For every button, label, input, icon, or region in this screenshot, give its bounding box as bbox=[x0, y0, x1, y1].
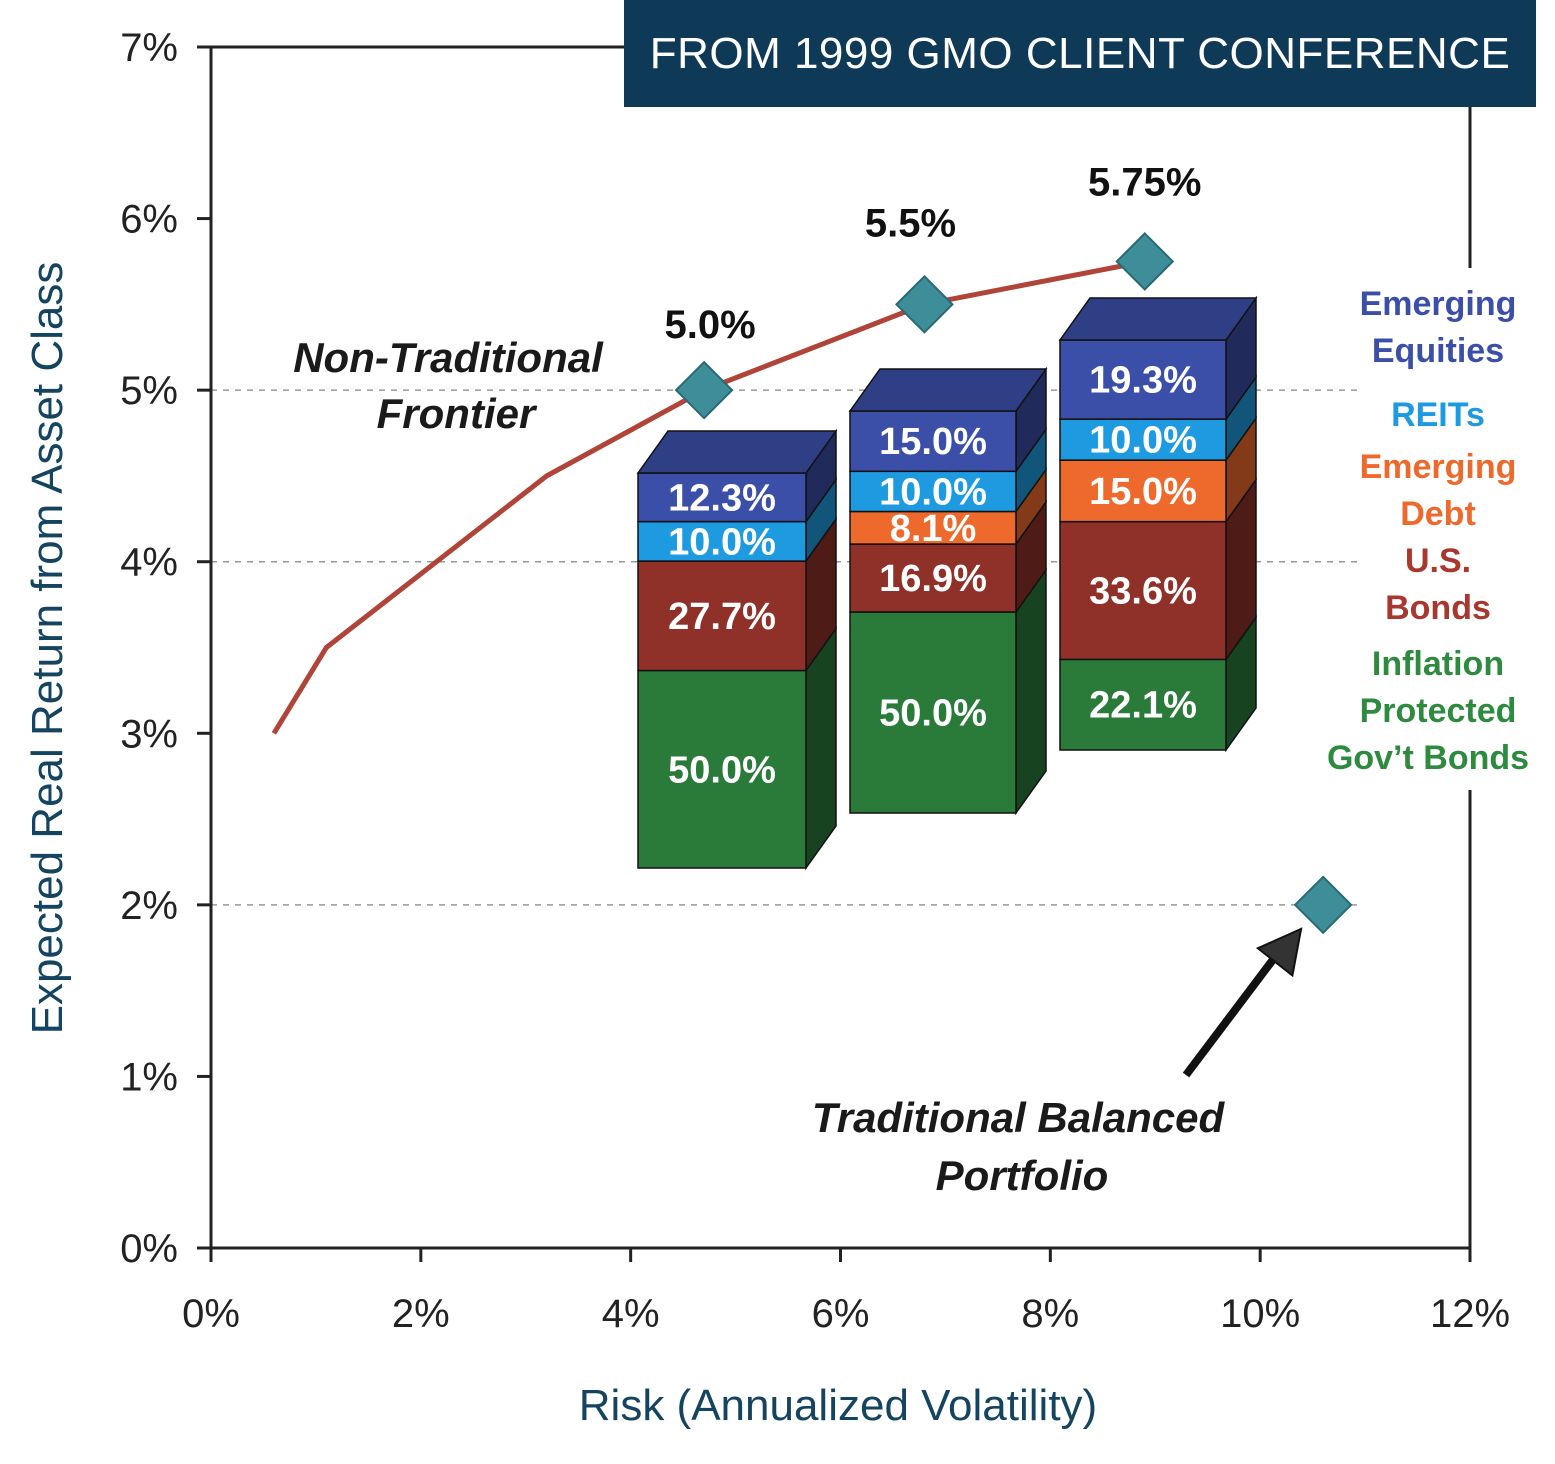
legend-label: Gov’t Bonds bbox=[1327, 739, 1529, 777]
arrow-shaft bbox=[1182, 946, 1285, 1078]
legend-label: Bonds bbox=[1385, 589, 1491, 627]
traditional-annotation: Traditional Balanced Portfolio bbox=[812, 1094, 1226, 1199]
stack-segment bbox=[1059, 418, 1227, 461]
legend-label: Emerging bbox=[1360, 285, 1517, 323]
legend: Emerging Equities REITs Emerging Debt U.S. Bon… bbox=[1327, 285, 1529, 777]
stack-top-face bbox=[636, 430, 838, 474]
source-banner: FROM 1999 GMO CLIENT CONFERENCE bbox=[624, 0, 1536, 107]
legend-item: REITs bbox=[1391, 396, 1485, 434]
y-tick-label: 7% bbox=[120, 26, 178, 70]
x-tick-label: 2% bbox=[392, 1292, 450, 1336]
y-tick-label: 6% bbox=[120, 198, 178, 242]
legend-label: Emerging bbox=[1360, 448, 1517, 486]
segment-label: 8.1% bbox=[890, 508, 977, 550]
arrow-head bbox=[1255, 927, 1303, 978]
segment-label: 15.0% bbox=[879, 421, 987, 463]
portfolio-marker bbox=[1293, 875, 1353, 935]
stack-segment bbox=[637, 669, 807, 869]
legend-label: Equities bbox=[1372, 332, 1504, 370]
frontier-annotation: Non-Traditional Frontier bbox=[293, 334, 604, 437]
x-tick-label: 10% bbox=[1220, 1292, 1300, 1336]
stack-segment bbox=[637, 560, 807, 672]
portfolio-marker bbox=[1115, 232, 1175, 291]
legend-item: U.S. Bonds bbox=[1385, 542, 1491, 627]
traditional-arrow bbox=[1182, 927, 1303, 1078]
legend-label: REITs bbox=[1391, 396, 1485, 434]
x-tick-label: 12% bbox=[1430, 1292, 1510, 1336]
segment-label: 10.0% bbox=[1089, 420, 1197, 462]
stack-segment bbox=[1059, 520, 1227, 661]
segment-label: 50.0% bbox=[879, 693, 987, 735]
segment-label: 27.7% bbox=[668, 596, 776, 638]
y-tick-label: 0% bbox=[120, 1227, 178, 1271]
stack-segment bbox=[637, 520, 807, 562]
allocation-stack: 50.0% 27.7% 10.0%12.3% bbox=[636, 428, 838, 871]
segment-label: 10.0% bbox=[879, 471, 987, 513]
stack-top-face bbox=[1058, 297, 1258, 341]
stack-segment bbox=[849, 611, 1017, 814]
legend-item: Inflation Protected Gov’t Bonds bbox=[1327, 645, 1529, 777]
axes bbox=[197, 45, 1472, 1262]
stack-top-face bbox=[848, 368, 1048, 412]
y-tick-label: 4% bbox=[120, 541, 178, 585]
segment-label: 22.1% bbox=[1089, 685, 1197, 727]
portfolio-marker bbox=[895, 274, 954, 334]
traditional-annotation-line1: Traditional Balanced bbox=[812, 1094, 1226, 1141]
legend-label: Protected bbox=[1360, 692, 1517, 730]
point-labels: 5.0% 5.5% 5.75% bbox=[665, 160, 1202, 347]
segment-label: 15.0% bbox=[1089, 471, 1197, 513]
point-label: 5.75% bbox=[1088, 160, 1201, 204]
allocation-stack: 50.0% 16.9% 8.1%10.0% 15.0% bbox=[848, 366, 1048, 816]
segment-label: 10.0% bbox=[668, 521, 776, 563]
legend-label: Inflation bbox=[1372, 645, 1504, 683]
segment-label: 19.3% bbox=[1089, 360, 1197, 402]
point-label: 5.0% bbox=[665, 303, 756, 347]
y-tick-label: 5% bbox=[120, 369, 178, 413]
segment-label: 33.6% bbox=[1089, 571, 1197, 613]
stack-segment bbox=[1059, 658, 1227, 751]
y-tick-label: 1% bbox=[120, 1055, 178, 1099]
portfolio-marker bbox=[674, 360, 734, 420]
legend-label: U.S. bbox=[1405, 542, 1471, 580]
segment-label: 16.9% bbox=[879, 558, 987, 600]
allocation-stack: 22.1% 33.6% 15.0% 10.0% 19.3% bbox=[1058, 295, 1258, 753]
x-tick-label: 4% bbox=[602, 1292, 660, 1336]
point-label: 5.5% bbox=[865, 201, 956, 245]
y-axis-title: Expected Real Return from Asset Class bbox=[23, 262, 72, 1035]
legend-item: Emerging Equities bbox=[1360, 285, 1517, 370]
segment-label: 12.3% bbox=[668, 477, 776, 519]
x-tick-label: 8% bbox=[1021, 1292, 1079, 1336]
y-tick-label: 3% bbox=[120, 712, 178, 756]
stack-segment bbox=[1059, 459, 1227, 523]
x-tick-label: 6% bbox=[812, 1292, 870, 1336]
legend-item: Emerging Debt bbox=[1360, 448, 1517, 533]
traditional-annotation-line2: Portfolio bbox=[936, 1152, 1109, 1199]
stack-segment bbox=[637, 472, 807, 523]
stack-segment bbox=[849, 470, 1017, 513]
x-tick-label: 0% bbox=[182, 1292, 240, 1336]
portfolio-markers bbox=[674, 232, 1353, 935]
x-axis-title: Risk (Annualized Volatility) bbox=[579, 1381, 1097, 1430]
segment-label: 50.0% bbox=[668, 749, 776, 791]
legend-label: Debt bbox=[1400, 495, 1476, 533]
frontier-annotation-line1: Non-Traditional bbox=[293, 334, 604, 381]
frontier-annotation-line2: Frontier bbox=[377, 390, 538, 437]
y-tick-label: 2% bbox=[120, 884, 178, 928]
tick-labels: 0% 2% 4% 6% 8% 10% 12% 0% 1% 2% 3% 4% 5% 6% 7% bbox=[120, 26, 1510, 1336]
allocation-stacks: 50.0%27.7%10.0%12.3%50.0%16.9%8.1%10.0%1… bbox=[636, 295, 1258, 871]
frontier-line bbox=[271, 259, 1146, 735]
